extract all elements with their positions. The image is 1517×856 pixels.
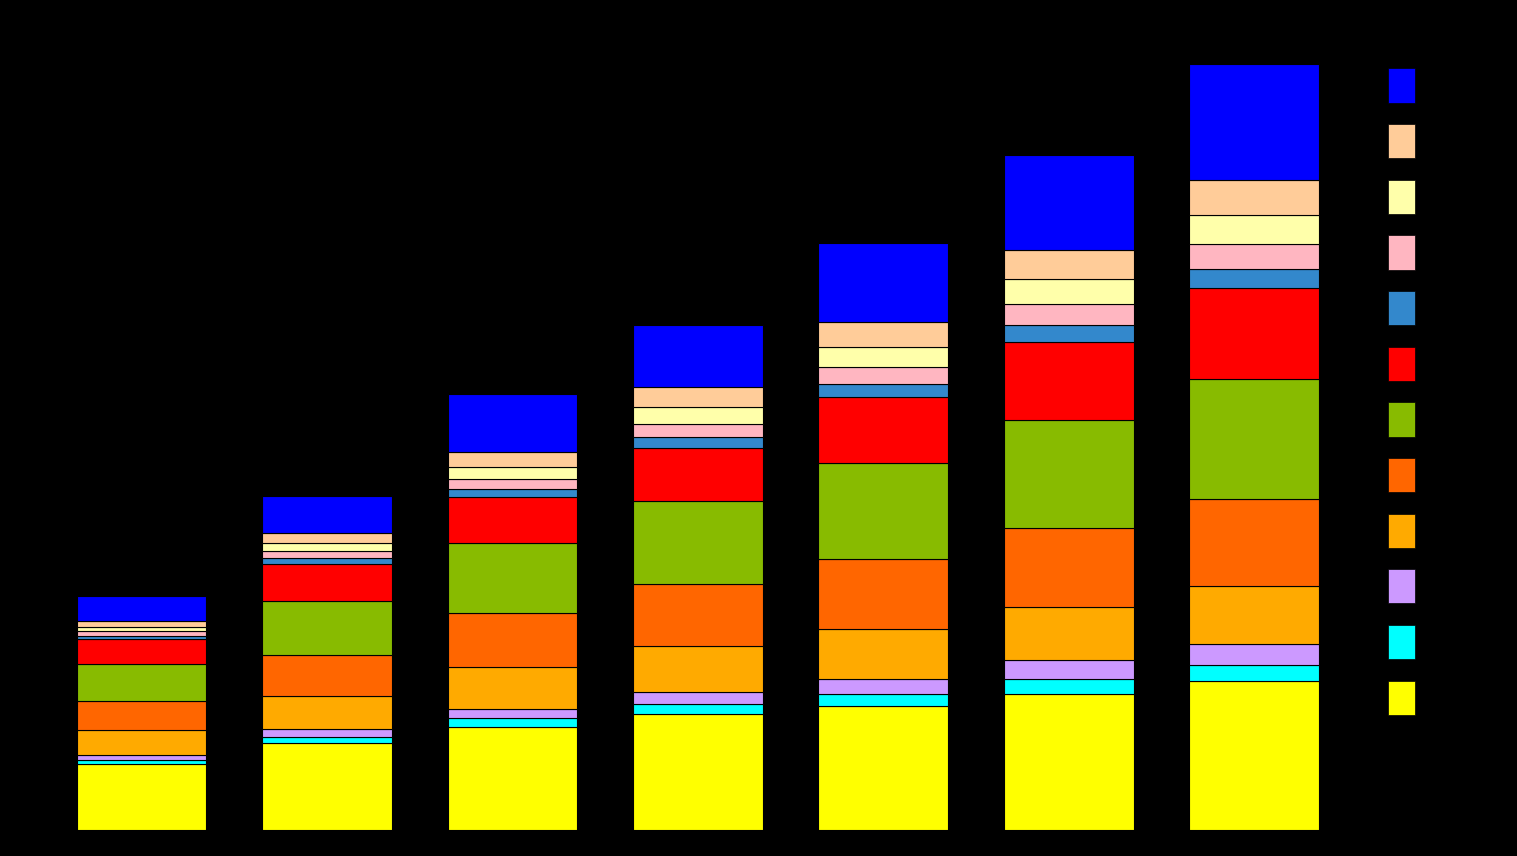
- Bar: [1004, 304, 1133, 325]
- Bar: [448, 543, 578, 613]
- Bar: [262, 551, 391, 558]
- Bar: [448, 479, 578, 489]
- Bar: [818, 706, 948, 830]
- Bar: [77, 627, 206, 632]
- Bar: [262, 655, 391, 696]
- Bar: [77, 639, 206, 663]
- Bar: [448, 667, 578, 709]
- Bar: [448, 727, 578, 830]
- Bar: [1189, 180, 1318, 215]
- Bar: [1189, 288, 1318, 379]
- Bar: [77, 596, 206, 621]
- Bar: [633, 502, 763, 585]
- Bar: [77, 663, 206, 701]
- Bar: [1004, 155, 1133, 251]
- Bar: [262, 533, 391, 543]
- Bar: [633, 646, 763, 692]
- Bar: [1004, 693, 1133, 830]
- Bar: [262, 696, 391, 729]
- Bar: [818, 463, 948, 559]
- Bar: [448, 467, 578, 479]
- Bar: [633, 448, 763, 502]
- Bar: [818, 693, 948, 706]
- Bar: [633, 692, 763, 704]
- Bar: [818, 629, 948, 679]
- Bar: [633, 387, 763, 407]
- Bar: [77, 755, 206, 760]
- Bar: [818, 243, 948, 322]
- Bar: [77, 701, 206, 730]
- Bar: [1004, 325, 1133, 342]
- Bar: [1189, 586, 1318, 644]
- Bar: [77, 730, 206, 755]
- Bar: [77, 764, 206, 830]
- Bar: [262, 743, 391, 830]
- Bar: [448, 489, 578, 497]
- Bar: [262, 563, 391, 601]
- Bar: [262, 558, 391, 563]
- Bar: [818, 347, 948, 367]
- Bar: [262, 729, 391, 737]
- Bar: [633, 704, 763, 715]
- Bar: [1189, 244, 1318, 269]
- Bar: [77, 760, 206, 764]
- Bar: [818, 383, 948, 397]
- Bar: [448, 718, 578, 727]
- Bar: [1004, 528, 1133, 607]
- Bar: [1004, 661, 1133, 679]
- Bar: [1189, 215, 1318, 244]
- Bar: [818, 559, 948, 629]
- Bar: [1004, 279, 1133, 304]
- Bar: [633, 424, 763, 437]
- Bar: [448, 497, 578, 543]
- Bar: [1189, 681, 1318, 830]
- Bar: [262, 737, 391, 743]
- Bar: [448, 394, 578, 452]
- Bar: [1189, 664, 1318, 681]
- Bar: [1004, 607, 1133, 661]
- Bar: [1189, 269, 1318, 288]
- Bar: [262, 496, 391, 533]
- Bar: [77, 636, 206, 639]
- Bar: [77, 621, 206, 627]
- Bar: [262, 601, 391, 655]
- Bar: [448, 613, 578, 667]
- Bar: [77, 632, 206, 636]
- Bar: [818, 367, 948, 383]
- Bar: [262, 543, 391, 551]
- Bar: [633, 325, 763, 387]
- Bar: [633, 437, 763, 448]
- Bar: [448, 452, 578, 467]
- Bar: [1004, 679, 1133, 693]
- Bar: [818, 397, 948, 463]
- Bar: [1189, 379, 1318, 499]
- Bar: [818, 679, 948, 693]
- Bar: [1189, 64, 1318, 180]
- Bar: [633, 715, 763, 830]
- Bar: [1004, 251, 1133, 279]
- Bar: [1189, 499, 1318, 586]
- Bar: [1189, 644, 1318, 664]
- Bar: [818, 322, 948, 347]
- Bar: [448, 709, 578, 718]
- Bar: [633, 585, 763, 646]
- Bar: [633, 407, 763, 424]
- Bar: [1004, 342, 1133, 420]
- Bar: [1004, 420, 1133, 528]
